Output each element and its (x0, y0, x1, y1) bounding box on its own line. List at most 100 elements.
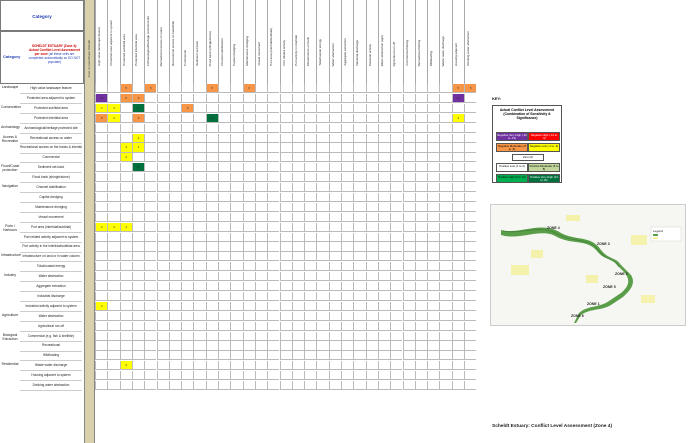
matrix-cell (402, 311, 415, 321)
matrix-row: Wildfowling (0, 351, 478, 362)
matrix-cell (242, 291, 255, 302)
matrix-cell (464, 163, 477, 173)
matrix-cell (144, 163, 157, 173)
matrix-cell (168, 222, 182, 232)
matrix-cell (205, 272, 218, 282)
matrix-cell (168, 202, 182, 212)
column-header: Commercial (181, 0, 193, 84)
matrix-cell (316, 321, 329, 331)
matrix-cell (193, 341, 206, 351)
matrix-cell (328, 84, 341, 94)
matrix-cell (107, 371, 120, 381)
matrix-cell (365, 212, 378, 222)
matrix-cell (328, 351, 341, 361)
matrix-cell (377, 291, 391, 302)
matrix-cell (254, 341, 268, 351)
matrix-cell (414, 381, 428, 391)
matrix-cell (242, 212, 255, 222)
matrix-cell (353, 103, 366, 113)
matrix-cell (353, 212, 366, 222)
matrix-cell (279, 222, 292, 232)
matrix-cell: 4 (95, 103, 108, 113)
column-header-label: Housing adjacent (453, 42, 458, 66)
matrix-cell (291, 133, 305, 143)
matrix-cell (414, 371, 428, 381)
row-label: Archaeological/heritage protected site (20, 124, 82, 134)
matrix-cell (181, 173, 194, 183)
matrix-cell (107, 351, 120, 361)
matrix-cell (304, 123, 317, 133)
matrix-cell (218, 262, 231, 272)
matrix-cell (304, 232, 317, 242)
matrix-cell (254, 183, 268, 193)
key-panel: KEY: Actual Conflict Level Assessment (C… (492, 96, 562, 183)
matrix-cell (353, 84, 366, 94)
matrix-cell (144, 341, 157, 351)
matrix-cell (427, 103, 440, 113)
matrix-cell (451, 351, 464, 361)
matrix-cell (181, 153, 194, 163)
row-label: Commercial (20, 153, 82, 164)
matrix-cell (230, 301, 243, 311)
key-item: Positive Low (1 to 4) (496, 163, 528, 172)
matrix-cell (377, 361, 391, 371)
matrix-cell (304, 183, 317, 193)
matrix-cell (464, 282, 477, 292)
matrix-cell (365, 361, 378, 371)
matrix-cell (205, 143, 218, 153)
matrix-cell (291, 143, 305, 153)
matrix-cell (267, 341, 280, 351)
matrix-cell (390, 321, 403, 331)
matrix-cell (427, 232, 440, 242)
matrix-cell (279, 84, 292, 94)
matrix-cell (328, 301, 341, 311)
column-header: Tidal/coastal energy (316, 0, 328, 84)
matrix-cell (181, 311, 194, 321)
matrix-cell (193, 113, 206, 123)
footer-caption: Scheldt Estuary: Conflict Level Assessme… (492, 424, 613, 429)
matrix-cell (144, 153, 157, 163)
matrix-cell (254, 361, 268, 371)
row-label: Aggregate extraction (20, 282, 82, 293)
matrix-cell (218, 282, 231, 292)
matrix-cell (414, 272, 428, 282)
matrix-cell (267, 371, 280, 381)
matrix-cell (427, 331, 440, 341)
matrix-cell (390, 103, 403, 113)
matrix-cell (377, 321, 391, 331)
matrix-cell (316, 192, 329, 203)
matrix-row: Flood/Coast protection Sediment set-back 1… (0, 163, 478, 174)
matrix-cell (451, 291, 464, 302)
matrix-cell (242, 133, 255, 143)
matrix-cell (353, 381, 366, 391)
matrix-cell (119, 173, 132, 183)
matrix-cell (427, 341, 440, 351)
matrix-cell (230, 93, 243, 104)
matrix-cell (242, 331, 255, 341)
matrix-cell (390, 351, 403, 361)
matrix-cell (341, 192, 354, 203)
matrix-cell (242, 143, 255, 153)
matrix-cell (131, 222, 145, 232)
matrix-cell (156, 163, 169, 173)
matrix-cell (377, 301, 391, 311)
matrix-cell (242, 311, 255, 321)
matrix-cell (181, 242, 194, 252)
matrix-row: Landscape High value landscape feature 5 5 5… (0, 84, 478, 95)
matrix-cell (193, 93, 206, 104)
matrix-cell (291, 282, 305, 292)
matrix-cell: 4 (131, 143, 145, 153)
matrix-cell (291, 222, 305, 232)
column-header-label: Recreational fishing (416, 39, 421, 66)
matrix-cell (353, 163, 366, 173)
matrix-cell: 4 (119, 222, 132, 232)
matrix-cell: 4 (95, 222, 108, 232)
column-header: Protected intertidal area (131, 0, 144, 84)
matrix-cell (230, 192, 243, 203)
matrix-cell (377, 262, 391, 272)
matrix-cell (365, 262, 378, 272)
matrix-cell (390, 163, 403, 173)
matrix-cell (181, 272, 194, 282)
matrix-cell (414, 341, 428, 351)
matrix-cell (193, 133, 206, 143)
